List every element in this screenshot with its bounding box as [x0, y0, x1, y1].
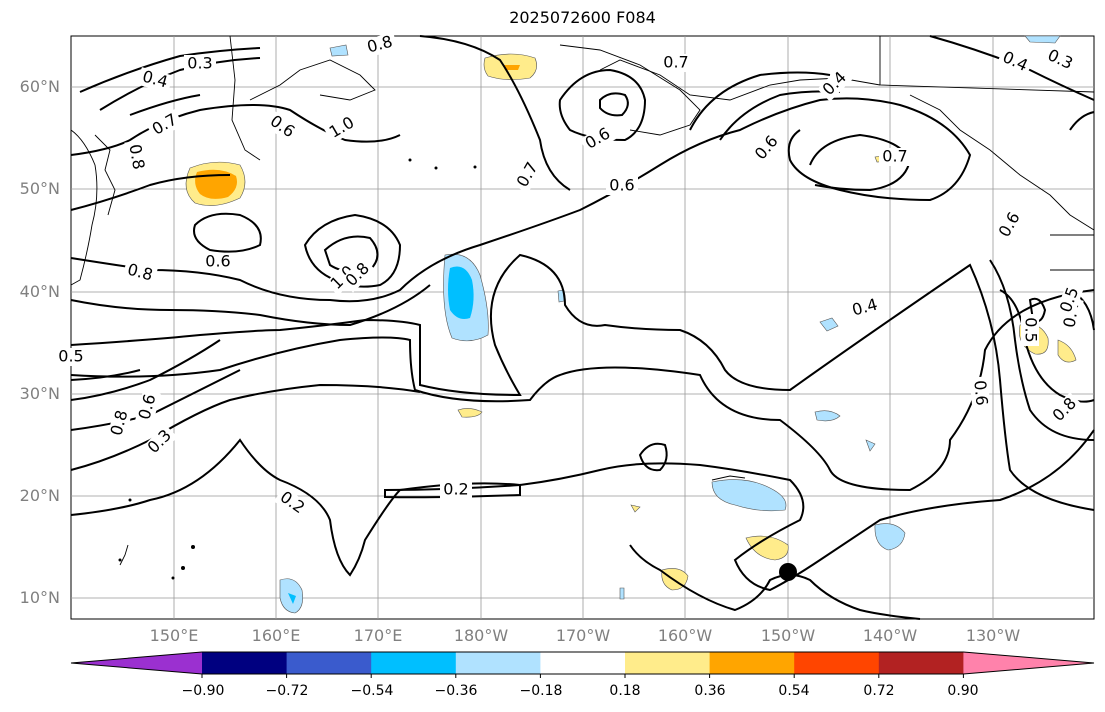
contour-lines	[70, 35, 1095, 620]
colorbar-tick-label: 0.36	[694, 683, 726, 699]
colorbar-bin	[709, 652, 795, 674]
colorbar	[70, 651, 1095, 678]
contour-label-bg	[273, 486, 311, 520]
colorbar-extend-low	[71, 652, 202, 674]
contour-label-bg	[1041, 45, 1079, 75]
lon-label: 160°E	[251, 626, 301, 645]
colorbar-bin	[371, 652, 457, 674]
contour-label-bg	[817, 66, 853, 102]
contour-label-bg	[440, 481, 472, 499]
contour-label: 0.5	[1022, 317, 1041, 342]
shaded-anomalies	[185, 35, 1077, 614]
contour-label-bg	[184, 55, 216, 73]
contour-label-bg	[996, 47, 1034, 77]
contour-label-bg	[579, 123, 617, 155]
colorbar-bin	[878, 652, 964, 674]
colorbar-tick-label: −0.90	[181, 683, 225, 699]
lon-label: 150°E	[149, 626, 199, 645]
map-title: 2025072600 F084	[509, 8, 656, 27]
contour-label-bg	[606, 177, 638, 195]
contour-label-bg	[340, 257, 376, 293]
lon-label: 180°W	[453, 626, 509, 645]
colorbar-bin	[794, 652, 880, 674]
contour-label: 0.6	[970, 379, 991, 406]
contour-label-bg	[323, 112, 361, 144]
contour-label-bg	[146, 109, 184, 141]
colorbar-tick-label: −0.54	[350, 683, 394, 699]
contour-label-bg	[202, 253, 234, 271]
islands	[118, 158, 477, 580]
contour-label-bg	[512, 156, 544, 194]
contour-label-bg	[142, 424, 178, 460]
lat-label: 10°N	[19, 588, 60, 607]
colorbar-tick-label: 0.72	[863, 683, 895, 699]
contour-label-bg	[1021, 314, 1039, 346]
contour-label-bg	[660, 54, 692, 72]
lon-label: 170°W	[555, 626, 611, 645]
lat-label: 50°N	[19, 179, 60, 198]
contour-label-bg	[263, 110, 301, 144]
contour-label: 0.7	[882, 147, 907, 166]
location-marker	[779, 563, 797, 581]
lat-label: 20°N	[19, 486, 60, 505]
lat-label: 40°N	[19, 282, 60, 301]
contour-label: 0.7	[663, 53, 688, 72]
contour-label-bg	[122, 260, 158, 286]
contour-label: 0.8	[125, 143, 148, 171]
contour-label-bg	[124, 139, 148, 175]
colorbar-tick-label: −0.72	[265, 683, 309, 699]
colorbar-tick-label: 0.90	[947, 683, 979, 699]
colorbar-bin	[286, 652, 372, 674]
contour-label-bg	[1047, 392, 1083, 428]
contour-label-bg	[55, 348, 87, 366]
lon-label: 130°W	[965, 626, 1021, 645]
coastlines	[70, 35, 1095, 566]
lon-label: 170°E	[353, 626, 403, 645]
contour-label: 0.3	[187, 54, 212, 73]
colorbar-tick-label: −0.36	[434, 683, 478, 699]
colorbar-tick-label: 0.18	[609, 683, 641, 699]
contour-label: 0.2	[443, 480, 468, 499]
contour-label-bg	[137, 67, 173, 93]
contour-label-bg	[362, 32, 398, 58]
contour-label-bg	[879, 148, 911, 166]
contour-label-bg	[749, 129, 785, 167]
contour-label-bg	[135, 389, 161, 425]
colorbar-bin	[455, 652, 541, 674]
contour-label-bg	[969, 376, 991, 410]
colorbar-bin	[625, 652, 711, 674]
colorbar-extend-high	[963, 652, 1094, 674]
contour-label: 0.5	[58, 347, 83, 366]
graticule	[71, 36, 1094, 619]
colorbar-tick-label: −0.18	[519, 683, 563, 699]
contour-label-group: 0.30.40.70.80.6 1.00.80.60.70.61.00.80.60…	[55, 32, 1084, 520]
colorbar-tick-label: 0.54	[778, 683, 810, 699]
contour-label: 0.6	[609, 176, 634, 195]
contour-label-bg	[107, 405, 133, 441]
contour-label-bg	[847, 295, 883, 321]
lon-label: 140°W	[862, 626, 918, 645]
colorbar-bin	[202, 652, 288, 674]
contour-label: 0.6	[205, 252, 230, 271]
contour-label-bg	[1056, 281, 1084, 319]
contour-label-bg	[994, 206, 1026, 244]
lon-label: 150°W	[760, 626, 816, 645]
lat-label: 60°N	[19, 77, 60, 96]
colorbar-bin	[540, 652, 626, 674]
lon-label: 160°W	[657, 626, 713, 645]
lat-label: 30°N	[19, 384, 60, 403]
